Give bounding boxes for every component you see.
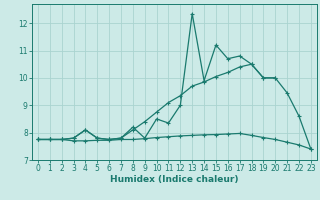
X-axis label: Humidex (Indice chaleur): Humidex (Indice chaleur)	[110, 175, 239, 184]
